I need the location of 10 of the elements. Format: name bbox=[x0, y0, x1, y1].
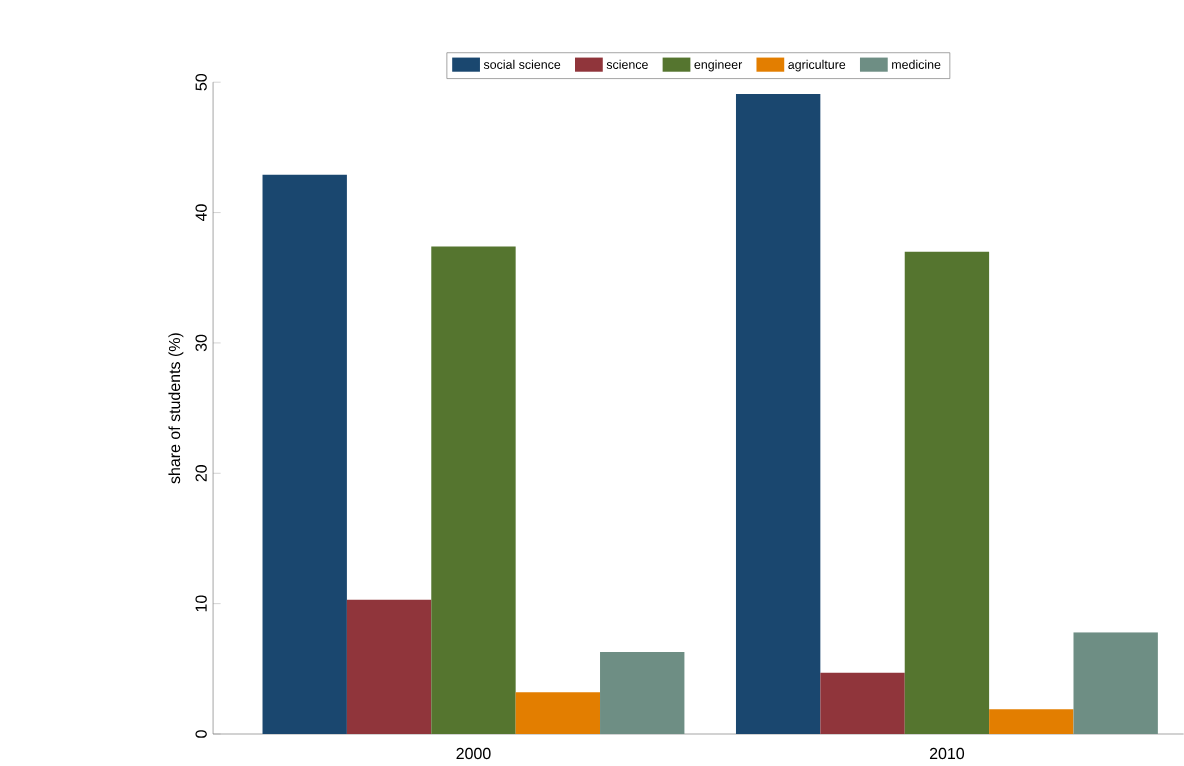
bar bbox=[346, 600, 432, 735]
bar bbox=[904, 252, 990, 735]
bar bbox=[820, 673, 905, 735]
bar bbox=[989, 709, 1074, 735]
bar bbox=[262, 175, 347, 735]
bar bbox=[1073, 632, 1158, 735]
bar bbox=[515, 692, 601, 735]
bar bbox=[735, 94, 821, 735]
bar bbox=[600, 652, 685, 735]
bar bbox=[431, 246, 516, 735]
